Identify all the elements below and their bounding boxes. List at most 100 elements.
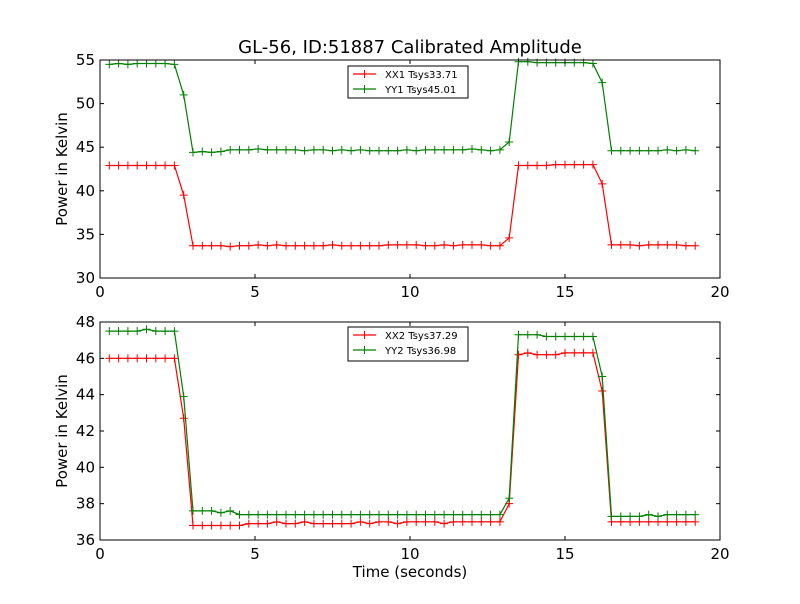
data-point-marker [319, 510, 328, 519]
x-axis-label: Time (seconds) [352, 563, 468, 581]
data-point-marker [635, 146, 644, 155]
data-point-marker [533, 350, 542, 359]
data-point-marker [347, 241, 356, 250]
data-point-marker [347, 510, 356, 519]
data-point-marker [477, 145, 486, 154]
data-point-marker [430, 145, 439, 154]
y-tick-label: 45 [76, 138, 95, 156]
data-point-marker [216, 241, 225, 250]
data-point-marker [477, 510, 486, 519]
data-point-marker [179, 90, 188, 99]
data-point-marker [142, 59, 151, 68]
data-point-marker [449, 145, 458, 154]
y-tick-label: 50 [76, 95, 95, 113]
x-tick-label: 20 [710, 545, 729, 563]
data-point-marker [198, 241, 207, 250]
data-point-marker [458, 510, 467, 519]
data-point-marker [170, 161, 179, 170]
data-point-marker [384, 510, 393, 519]
data-point-marker [561, 332, 569, 341]
data-point-marker [114, 161, 123, 170]
data-point-marker [495, 241, 504, 250]
data-point-marker [486, 146, 495, 155]
data-point-marker [542, 350, 551, 359]
data-point-marker [291, 510, 300, 519]
data-point-marker [570, 160, 579, 169]
legend-box [347, 326, 469, 362]
data-point-marker [328, 146, 337, 155]
data-point-marker [226, 145, 235, 154]
data-point-marker [189, 241, 197, 250]
data-point-marker [672, 146, 681, 155]
data-point-marker [309, 145, 318, 154]
y-tick-label: 44 [76, 386, 95, 404]
data-point-marker [607, 146, 616, 155]
data-point-marker [254, 240, 263, 249]
data-point-marker [291, 145, 300, 154]
data-point-marker [616, 240, 625, 249]
data-point-marker [161, 327, 170, 336]
data-point-marker [635, 241, 644, 250]
data-point-marker [161, 161, 170, 170]
data-point-marker [114, 327, 123, 336]
data-point-marker [588, 332, 597, 341]
data-point-marker [421, 510, 430, 519]
data-point-marker [309, 241, 318, 250]
data-point-marker [123, 60, 132, 69]
data-point-marker [207, 148, 216, 157]
series-0 [105, 348, 700, 530]
y-tick-label: 40 [76, 458, 95, 476]
data-point-marker [216, 521, 225, 530]
data-point-marker [468, 240, 476, 249]
series-line [109, 328, 696, 518]
x-tick-label: 0 [95, 545, 105, 563]
y-tick-label: 46 [76, 349, 95, 367]
data-point-marker [300, 146, 309, 155]
y-tick-label: 36 [76, 531, 95, 549]
data-point-marker [244, 510, 253, 519]
data-point-marker [449, 517, 458, 526]
data-point-marker [133, 327, 142, 336]
data-point-marker [449, 510, 458, 519]
data-point-marker [300, 510, 309, 519]
data-point-marker [179, 191, 188, 200]
data-point-marker [505, 137, 514, 146]
data-point-marker [440, 240, 449, 249]
data-point-marker [579, 348, 588, 357]
data-point-marker [672, 517, 681, 526]
data-point-marker [654, 512, 662, 521]
data-point-marker [691, 510, 700, 519]
data-point-marker [337, 145, 346, 154]
data-point-marker [514, 161, 523, 170]
data-point-marker [402, 517, 411, 526]
data-point-marker [561, 348, 569, 357]
data-point-marker [263, 510, 272, 519]
data-point-marker [300, 517, 309, 526]
data-point-marker [598, 372, 607, 381]
legend-marker [360, 70, 369, 78]
data-point-marker [551, 160, 560, 169]
data-point-marker [570, 348, 579, 357]
data-point-marker [430, 510, 439, 519]
data-point-marker [142, 354, 151, 363]
series-1 [105, 57, 700, 157]
data-point-marker [542, 332, 551, 341]
data-point-marker [477, 517, 486, 526]
y-tick-label: 48 [76, 313, 95, 331]
data-point-marker [365, 146, 374, 155]
data-point-marker [579, 332, 588, 341]
x-tick-label: 0 [95, 283, 105, 301]
data-point-marker [254, 519, 263, 528]
data-point-marker [421, 241, 430, 250]
data-point-marker [309, 510, 318, 519]
legend-marker [360, 346, 369, 354]
data-point-marker [356, 145, 365, 154]
legend-entry-label: XX2 Tsys37.29 [385, 331, 458, 342]
data-point-marker [523, 57, 532, 66]
data-point-marker [189, 521, 197, 530]
data-point-marker [254, 510, 263, 519]
data-point-marker [263, 145, 272, 154]
data-point-marker [123, 161, 132, 170]
